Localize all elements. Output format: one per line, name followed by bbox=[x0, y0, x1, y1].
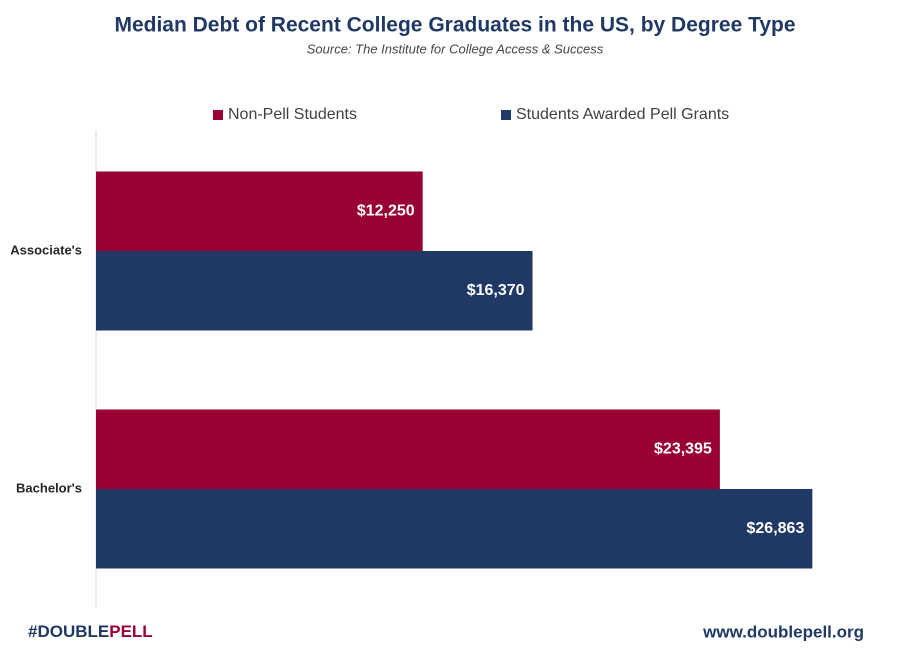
bar bbox=[96, 409, 720, 489]
hashtag: #DOUBLEPELL bbox=[28, 622, 153, 641]
footer-url: www.doublepell.org bbox=[702, 622, 864, 641]
value-label: $12,250 bbox=[357, 202, 415, 219]
y-tick-label: Associate's bbox=[10, 242, 82, 257]
chart-title: Median Debt of Recent College Graduates … bbox=[114, 14, 795, 37]
chart-subtitle: Source: The Institute for College Access… bbox=[307, 41, 604, 56]
legend-swatch bbox=[501, 110, 511, 120]
bar bbox=[96, 489, 813, 569]
legend-label: Students Awarded Pell Grants bbox=[516, 106, 729, 123]
bar bbox=[96, 171, 423, 251]
value-label: $16,370 bbox=[467, 282, 525, 299]
value-label: $26,863 bbox=[747, 520, 805, 537]
bar bbox=[96, 251, 533, 331]
value-label: $23,395 bbox=[654, 440, 712, 457]
hashtag-part: #DOUBLE bbox=[28, 622, 109, 641]
legend-swatch bbox=[213, 110, 223, 120]
y-tick-label: Bachelor's bbox=[16, 480, 82, 495]
hashtag-part: PELL bbox=[109, 622, 152, 641]
legend-label: Non-Pell Students bbox=[228, 106, 357, 123]
